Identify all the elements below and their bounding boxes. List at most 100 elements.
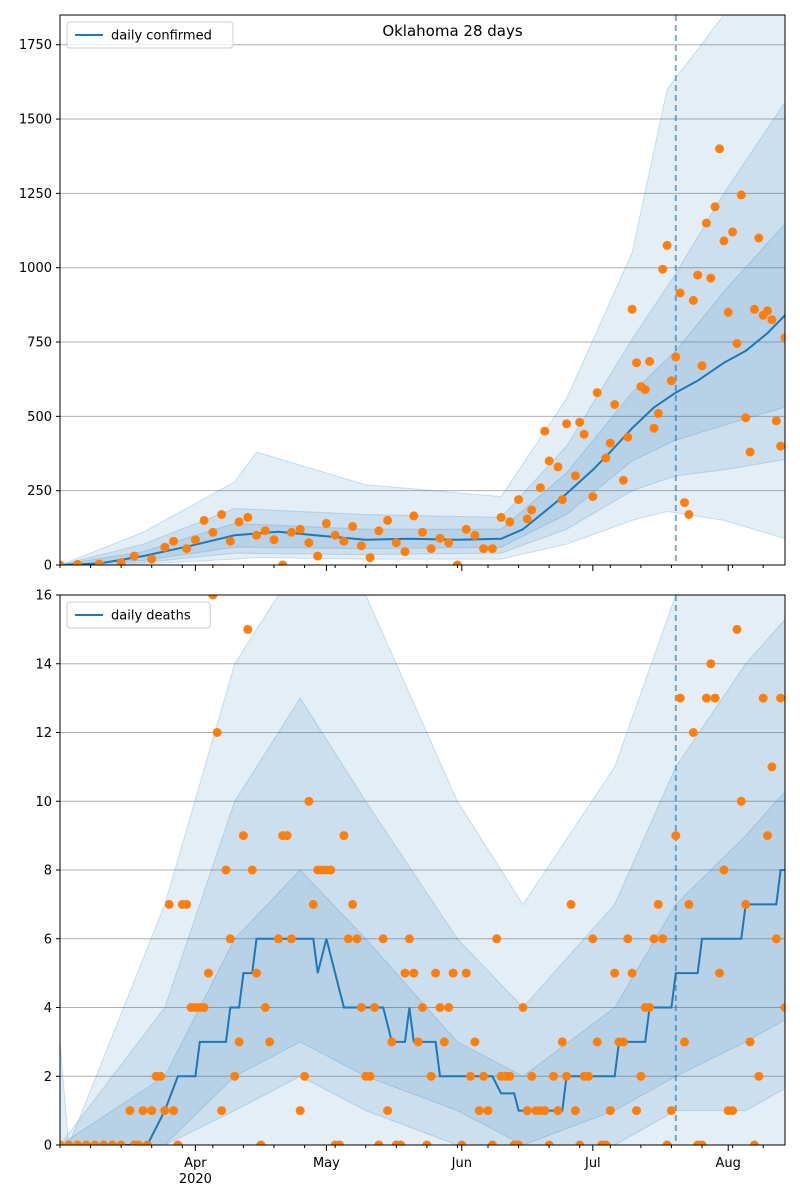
data-point — [99, 1140, 109, 1145]
band-inner — [60, 790, 785, 1145]
data-point — [370, 1003, 379, 1012]
data-point — [540, 1106, 550, 1116]
data-point — [426, 1071, 436, 1081]
data-point — [557, 1037, 567, 1047]
data-point — [356, 541, 366, 551]
data-point — [784, 364, 785, 367]
y-tick-label: 1750 — [19, 38, 52, 53]
axes-frame — [59, 14, 786, 566]
data-point — [308, 899, 318, 909]
y-tick-label: 1000 — [19, 261, 52, 276]
data-point — [164, 899, 174, 909]
data-point — [470, 530, 480, 540]
data-point — [680, 498, 689, 508]
data-point — [339, 831, 349, 841]
data-point — [352, 934, 362, 944]
band-outer — [60, 595, 785, 1145]
data-point — [658, 934, 668, 944]
data-point — [627, 304, 637, 314]
data-point — [348, 521, 358, 531]
data-point — [383, 1106, 393, 1116]
data-point — [81, 1140, 91, 1145]
data-point — [675, 288, 685, 298]
data-point — [754, 1071, 764, 1081]
data-point — [632, 358, 641, 368]
data-point — [570, 471, 580, 481]
data-point — [356, 1003, 366, 1012]
data-point — [706, 273, 716, 283]
band-mid — [60, 101, 785, 565]
data-point — [116, 1140, 126, 1145]
data-point — [514, 495, 524, 505]
data-point — [723, 307, 733, 317]
data-point — [527, 1071, 537, 1081]
data-point — [400, 968, 410, 978]
data-point — [247, 865, 257, 875]
data-point — [90, 1140, 100, 1145]
data-point — [295, 1106, 305, 1116]
data-point — [496, 512, 506, 522]
data-point — [142, 1140, 152, 1145]
data-point — [238, 831, 248, 841]
data-point — [138, 1106, 148, 1116]
data-point — [732, 624, 742, 634]
data-point — [754, 233, 764, 243]
data-point — [618, 475, 628, 485]
data-point — [470, 1037, 480, 1047]
y-tick-label: 250 — [27, 484, 52, 499]
data-point — [487, 544, 497, 554]
data-point — [684, 899, 694, 909]
x-tick-label: Apr — [184, 1156, 207, 1171]
data-point — [588, 934, 598, 944]
data-point — [549, 1071, 558, 1081]
data-point — [763, 831, 772, 841]
data-point — [575, 417, 585, 427]
data-point — [492, 934, 502, 944]
data-point — [632, 1106, 641, 1116]
data-point — [483, 1106, 493, 1116]
data-point — [404, 934, 414, 944]
data-point — [640, 385, 650, 395]
data-point — [474, 1106, 484, 1116]
data-point — [107, 1140, 117, 1145]
data-point — [767, 762, 777, 772]
data-point — [147, 554, 157, 564]
data-point — [374, 1140, 384, 1145]
data-point — [295, 524, 305, 534]
y-tick-label: 750 — [27, 336, 52, 351]
data-point — [649, 423, 659, 433]
data-point — [147, 1106, 157, 1116]
y-tick-label: 12 — [35, 726, 52, 741]
data-point — [701, 218, 711, 228]
data-point — [422, 1140, 432, 1145]
y-tick-label: 16 — [35, 589, 52, 604]
data-point — [479, 544, 489, 554]
data-point — [715, 144, 724, 154]
data-point — [557, 495, 567, 505]
data-point — [431, 968, 441, 978]
data-point — [671, 831, 681, 841]
data-point — [605, 438, 615, 448]
data-point — [732, 339, 742, 348]
data-point — [208, 527, 218, 537]
data-point — [736, 190, 746, 200]
x-tick-label: Jun — [451, 1156, 472, 1171]
data-point — [243, 512, 253, 522]
data-point — [444, 1003, 454, 1012]
data-point — [287, 934, 296, 944]
data-point — [204, 968, 213, 978]
data-point — [518, 1003, 528, 1012]
data-point — [252, 968, 261, 978]
data-point — [73, 1140, 82, 1145]
data-point — [487, 1140, 497, 1145]
data-point — [444, 538, 454, 548]
y-tick-label: 500 — [27, 410, 52, 425]
data-point — [758, 693, 768, 703]
data-point — [505, 1071, 515, 1081]
data-point — [749, 1140, 759, 1145]
data-point — [749, 304, 759, 314]
data-point — [225, 536, 235, 546]
data-point — [693, 270, 703, 280]
data-point — [653, 899, 663, 909]
